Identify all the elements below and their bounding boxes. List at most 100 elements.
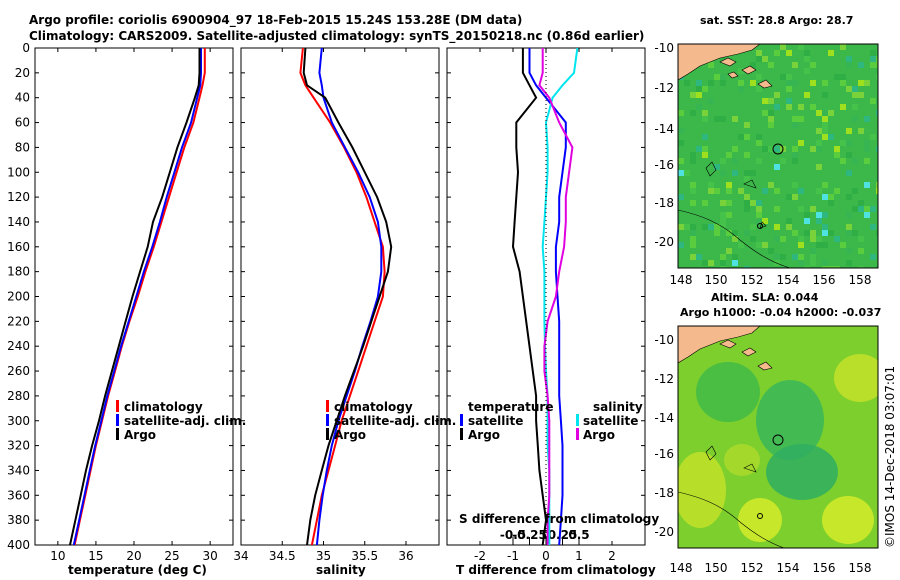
sst-cell [810, 80, 816, 86]
legend-header-salinity: salinity [593, 400, 643, 414]
sst-cell [846, 62, 852, 68]
sst-cell [702, 146, 708, 152]
sst-cell [756, 134, 762, 140]
sst-cell [846, 128, 852, 134]
legend-label: satellite [468, 414, 523, 428]
sst-cell [720, 74, 726, 80]
x-tick-label: 2 [608, 549, 616, 563]
series-line-climatology [299, 48, 386, 545]
sla-map [678, 326, 878, 548]
sst-cell [822, 116, 828, 122]
x-tick-label: 20 [126, 549, 141, 563]
sst-cell [828, 50, 834, 56]
sst-cell [822, 122, 828, 128]
sst-cell [768, 98, 774, 104]
sst-cell [846, 194, 852, 200]
sst-cell [846, 260, 852, 266]
sst-cell [720, 212, 726, 218]
reef-outlines [705, 445, 757, 473]
sst-cell [864, 182, 870, 188]
x-tick-label: -1 [507, 549, 519, 563]
sst-cell [876, 56, 878, 62]
sst-cell [798, 188, 804, 194]
sst-cell [870, 254, 876, 260]
sst-cell [828, 266, 834, 268]
sst-cell [690, 158, 696, 164]
sst-cell [678, 128, 684, 134]
sst-cell [714, 116, 720, 122]
sst-cell [828, 110, 834, 116]
sst-cell [690, 182, 696, 188]
sst-cell [702, 86, 708, 92]
x-tick-label: 34 [233, 549, 248, 563]
sst-cell [696, 92, 702, 98]
sst-cell [828, 194, 834, 200]
sst-cell [786, 218, 792, 224]
sst-cell [816, 188, 822, 194]
sst-cell [720, 266, 726, 268]
y-tick-label: 340 [7, 463, 30, 477]
sst-cell [858, 80, 864, 86]
sst-cell [840, 44, 846, 50]
map-xtick: 154 [777, 561, 800, 575]
sst-cell [876, 182, 878, 188]
sst-cell [876, 230, 878, 236]
sst-cell [738, 86, 744, 92]
sst-cell [810, 254, 816, 260]
sst-cell [774, 146, 780, 152]
sla-map-frame [677, 325, 879, 549]
sst-cell [822, 260, 828, 266]
sst-cell [738, 68, 744, 74]
s-tick-label: -0.5 [500, 528, 526, 542]
sst-cell [720, 254, 726, 260]
map-xtick: 158 [849, 273, 872, 287]
sst-cell [708, 182, 714, 188]
sst-cell [696, 86, 702, 92]
sst-cell [864, 212, 870, 218]
y-tick-label: 320 [7, 439, 30, 453]
sst-map-axes: 148 150 152 154 156 158 -10 -12 -14 -16 … [654, 41, 871, 287]
sst-cell [678, 170, 684, 176]
sla-high-blob [738, 498, 782, 542]
series-line-satellite-adj-clim- [72, 48, 202, 545]
map-xtick: 148 [670, 561, 693, 575]
sst-cell [756, 218, 762, 224]
sst-cell [876, 74, 878, 80]
y-tick-label: 280 [7, 389, 30, 403]
sst-cell [690, 152, 696, 158]
sst-cell [858, 248, 864, 254]
map-ytick: -16 [654, 158, 674, 172]
sst-cell [750, 80, 756, 86]
map-xtick: 156 [813, 273, 836, 287]
sst-cell [864, 116, 870, 122]
land-islands [719, 339, 773, 371]
map-xtick: 152 [741, 561, 764, 575]
sst-cell [822, 194, 828, 200]
map-xtick: 154 [777, 273, 800, 287]
legend-swatch-t-satellite [460, 414, 463, 426]
sst-cell [798, 104, 804, 110]
sst-cell [828, 200, 834, 206]
sst-cell [822, 128, 828, 134]
sst-cell [690, 92, 696, 98]
sst-cell [846, 170, 852, 176]
legend-swatch-argo [326, 428, 329, 440]
sst-cell [756, 86, 762, 92]
title-line1: Argo profile: coriolis 6900904_97 18-Feb… [29, 13, 522, 28]
sst-cell [840, 74, 846, 80]
sst-cell [846, 140, 852, 146]
sst-cell [768, 248, 774, 254]
difference-series [511, 48, 579, 545]
legend-swatch-s-satellite [576, 414, 579, 426]
sst-cell [792, 194, 798, 200]
sst-cell [720, 200, 726, 206]
sst-cell [708, 224, 714, 230]
sst-cell [786, 104, 792, 110]
sst-cell [822, 266, 828, 268]
reef-contour [678, 491, 785, 548]
sst-cell [690, 200, 696, 206]
map-xtick: 152 [741, 273, 764, 287]
sst-cell [786, 224, 792, 230]
sst-cell [738, 134, 744, 140]
